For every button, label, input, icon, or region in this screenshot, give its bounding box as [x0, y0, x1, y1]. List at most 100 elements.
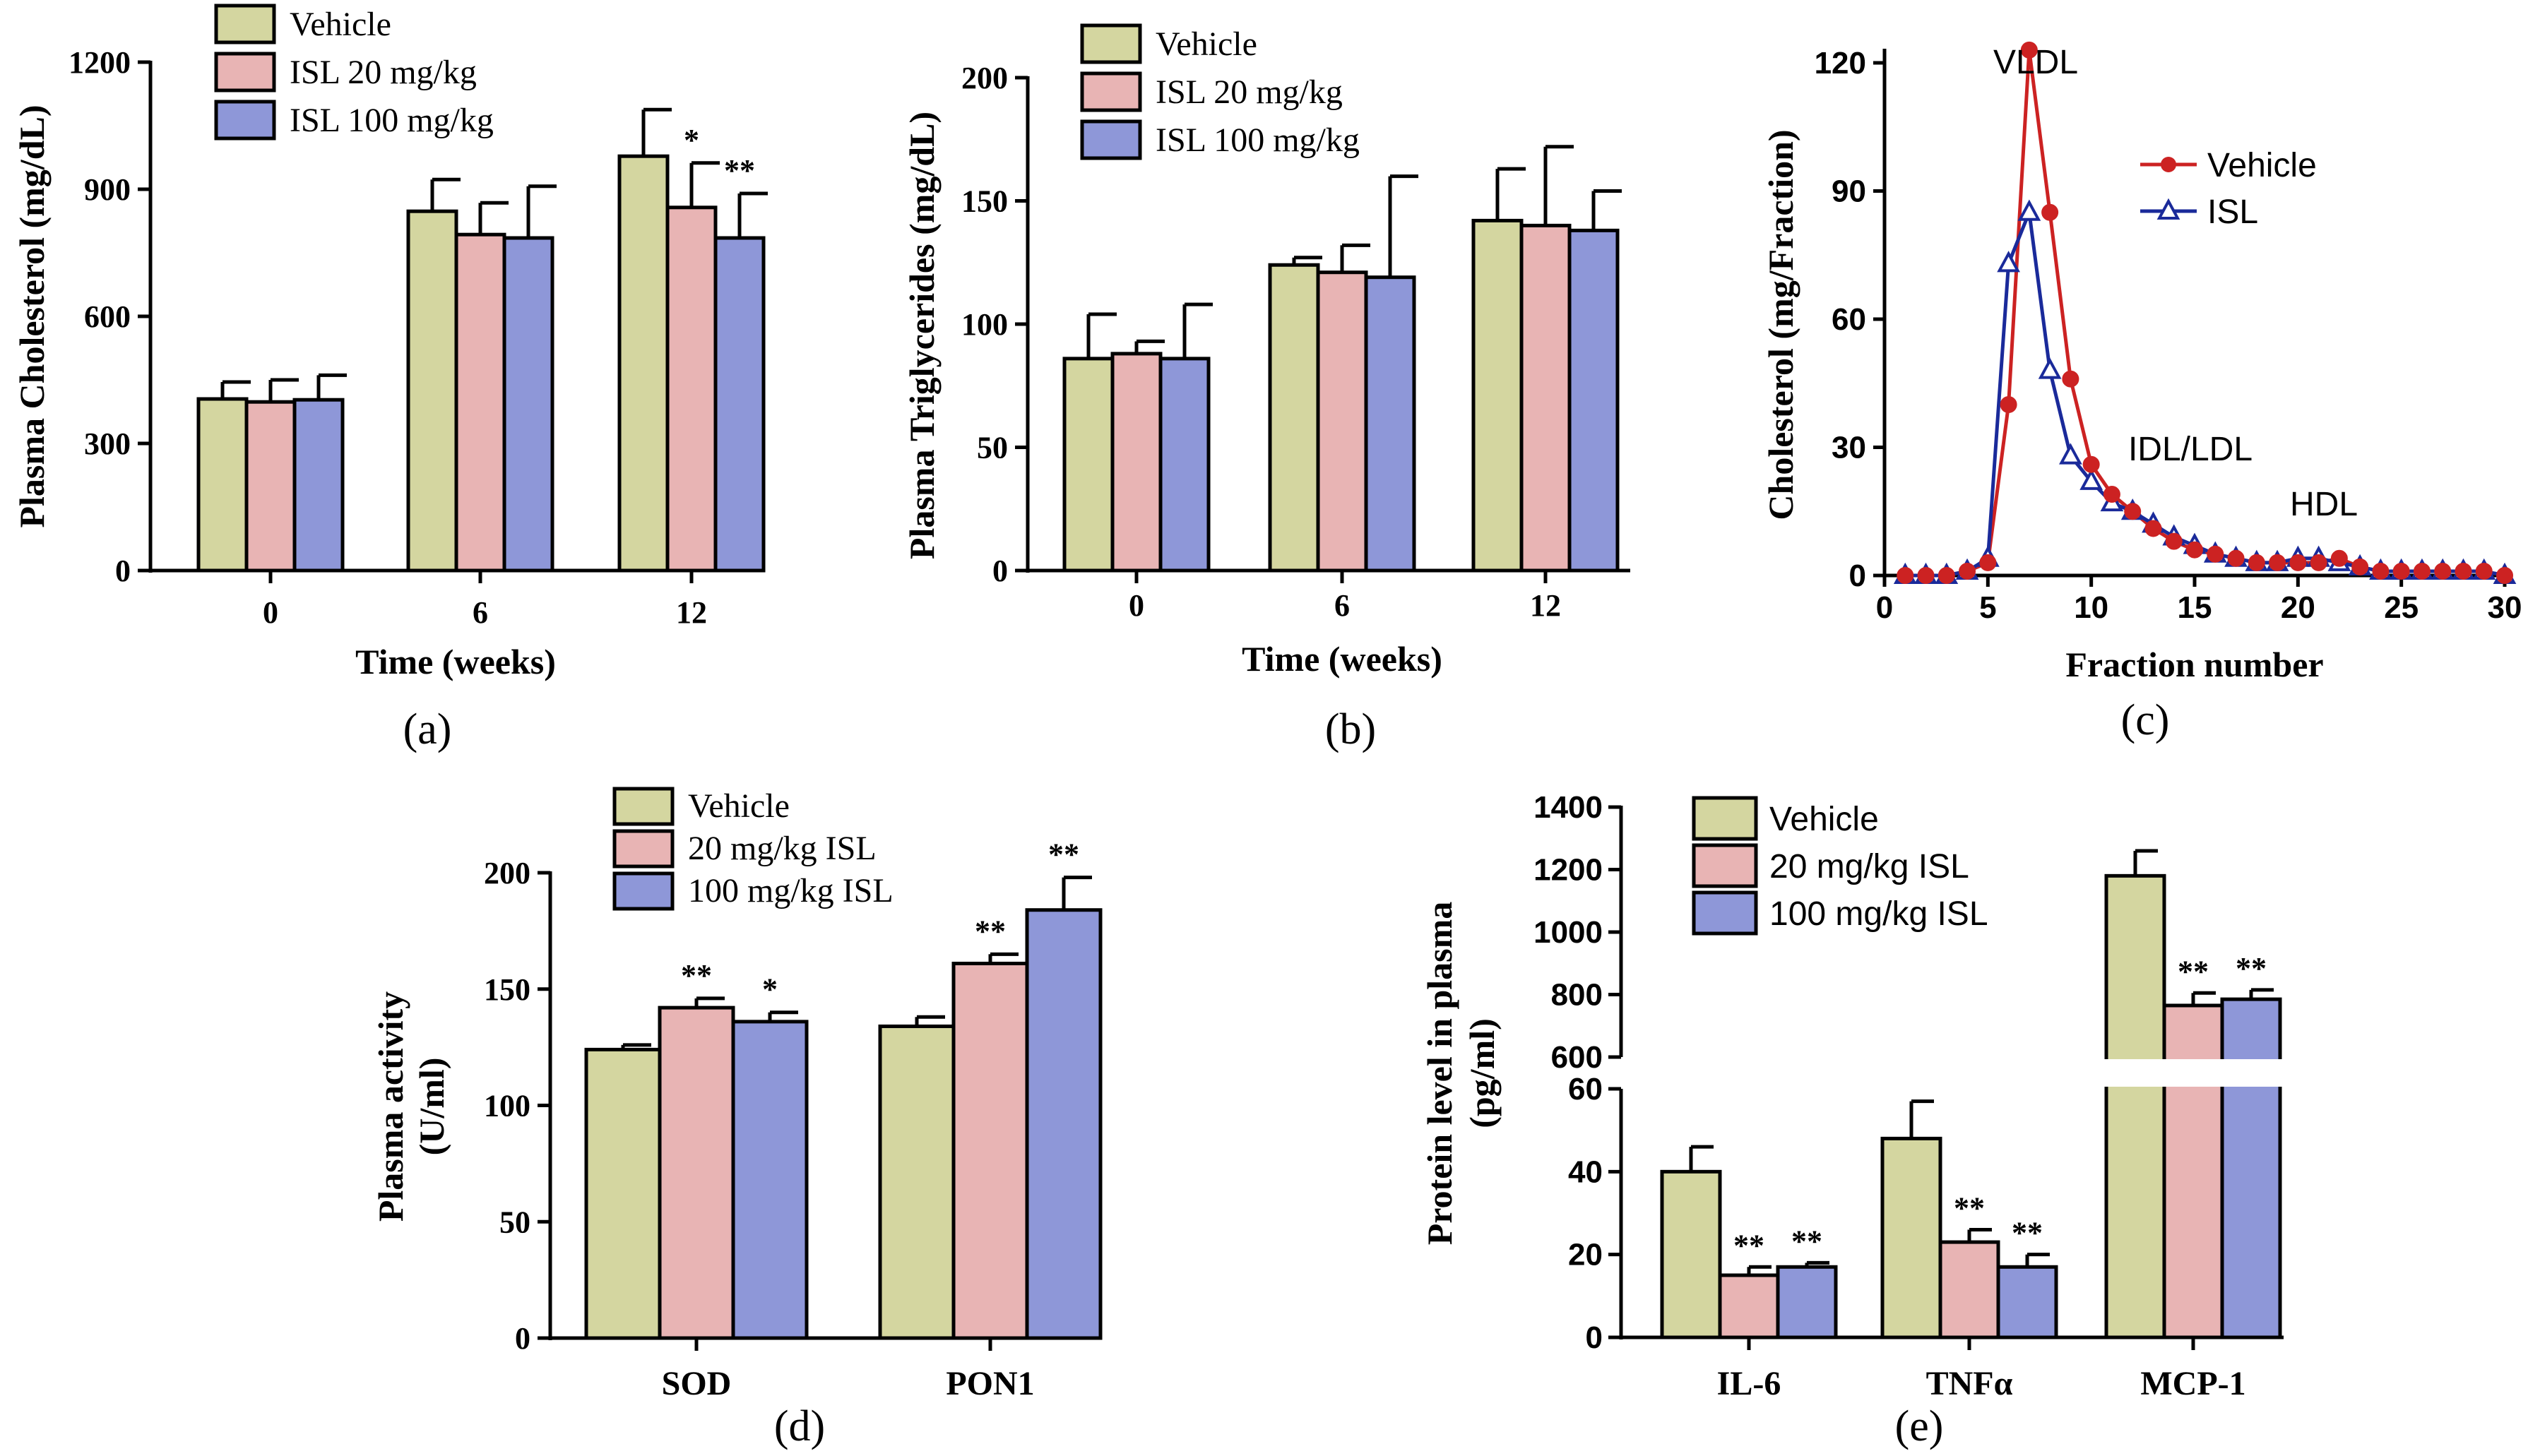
y-tick-label: 900: [84, 172, 131, 207]
data-point-vehicle: [2248, 554, 2265, 571]
y-axis-label: Cholesterol (mg/Fraction): [1761, 129, 1800, 520]
bar-isl-20-mg-kg: [244, 400, 297, 573]
bar-isl-100-mg-kg: [713, 236, 766, 573]
x-tick-label: MCP-1: [2140, 1365, 2245, 1402]
y-tick-label: 1200: [69, 45, 131, 80]
data-point-vehicle: [2020, 41, 2038, 59]
legend-label: 100 mg/kg ISL: [1769, 895, 1988, 933]
legend-label: ISL 100 mg/kg: [290, 102, 494, 139]
x-tick-label: PON1: [946, 1365, 1034, 1402]
y-tick-label: 200: [484, 856, 530, 890]
y-tick-label: 600: [84, 299, 131, 334]
bar-vehicle: [1268, 263, 1320, 573]
x-tick-label: 5: [1979, 590, 1996, 625]
data-point-vehicle: [2330, 549, 2348, 567]
data-point-vehicle: [2475, 562, 2493, 580]
bar-isl-100-mg-kg: [1567, 228, 1620, 573]
x-axis-label: Time (weeks): [1242, 639, 1442, 679]
y-axis-label: (U/ml): [412, 1058, 451, 1156]
y-tick-label: 40: [1568, 1154, 1603, 1189]
bar-vehicle: [584, 1047, 662, 1340]
bar-isl-20-mg-kg: [1519, 223, 1572, 573]
bar-vehicle: [1660, 1169, 1722, 1339]
y-axis-label: Protein level in plasma: [1420, 902, 1459, 1246]
y-tick-label: 0: [115, 554, 131, 588]
y-axis-label: Plasma Triglycerides (mg/dL): [902, 112, 942, 559]
data-point-vehicle: [2207, 545, 2224, 563]
data-point-vehicle: [2041, 203, 2059, 221]
x-tick-label: 25: [2384, 590, 2419, 625]
bar-isl-20-mg-kg: [1110, 352, 1163, 573]
bar-100-mg-kg-isl: [1025, 908, 1103, 1340]
data-point-vehicle: [2227, 549, 2245, 567]
legend-swatch: [1080, 119, 1142, 160]
legend-label: ISL 100 mg/kg: [1156, 121, 1360, 159]
legend-label: ISL: [2207, 193, 2258, 231]
annotation-hdl: HDL: [2290, 486, 2358, 523]
x-tick-label: 20: [2281, 590, 2315, 625]
y-axis-label: Plasma Cholesterol (mg/dL): [12, 105, 52, 527]
y-tick-label: 20: [1568, 1238, 1603, 1272]
x-tick-label: 10: [2074, 590, 2108, 625]
bar-isl-20-mg-kg: [665, 205, 718, 573]
legend-label: Vehicle: [290, 6, 391, 43]
x-axis-label: Fraction number: [2065, 645, 2323, 684]
bar-20-mg-kg-isl: [658, 1006, 735, 1340]
data-point-vehicle: [1897, 567, 1914, 584]
x-tick-label: SOD: [662, 1365, 732, 1402]
y-tick-label: 90: [1832, 174, 1866, 209]
data-point-vehicle: [1917, 567, 1935, 584]
y-tick-label: 50: [977, 431, 1008, 465]
bar-isl-100-mg-kg: [292, 398, 345, 573]
y-tick-label: 30: [1832, 431, 1866, 465]
x-tick-label: 0: [1876, 590, 1893, 625]
y-tick-label: 1000: [1533, 915, 1603, 950]
bar-vehicle: [1471, 218, 1524, 573]
legend-label: Vehicle: [2207, 147, 2317, 184]
data-point-vehicle: [2434, 562, 2452, 580]
legend-swatch: [214, 100, 276, 141]
legend-label: 20 mg/kg ISL: [688, 830, 877, 867]
bar-vehicle: [196, 397, 249, 573]
data-point-isl: [2017, 199, 2041, 221]
data-point-vehicle: [1959, 562, 1976, 580]
data-point-vehicle: [1979, 554, 1997, 571]
legend-label: Vehicle: [1769, 801, 1879, 838]
significance-marker: **: [1791, 1224, 1822, 1258]
significance-marker: **: [2012, 1216, 2043, 1251]
bar-20-mg-kg-isl: [2162, 1003, 2224, 1339]
significance-marker: *: [684, 123, 699, 157]
significance-marker: **: [681, 958, 712, 993]
x-tick-label: TNFα: [1926, 1365, 2013, 1402]
data-point-vehicle: [2413, 562, 2431, 580]
bar-vehicle: [1880, 1136, 1942, 1339]
significance-marker: **: [1954, 1191, 1985, 1225]
significance-marker: **: [975, 914, 1006, 948]
bar-20-mg-kg-isl: [1938, 1240, 2000, 1339]
bar-isl-100-mg-kg: [502, 236, 554, 573]
x-axis-label: Time (weeks): [355, 642, 556, 681]
significance-marker: **: [1048, 837, 1079, 872]
bar-vehicle: [406, 209, 458, 573]
significance-marker: *: [762, 972, 778, 1007]
data-point-vehicle: [2062, 370, 2079, 388]
panel-label: (b): [1325, 705, 1376, 753]
data-point-vehicle: [2351, 558, 2369, 575]
legend-label: 100 mg/kg ISL: [688, 872, 894, 909]
bar-vehicle: [617, 154, 670, 573]
panel-label: (a): [403, 705, 452, 753]
data-point-vehicle: [2289, 554, 2307, 571]
bar-20-mg-kg-isl: [1718, 1273, 1780, 1339]
y-tick-label: 100: [484, 1089, 530, 1123]
series-line-isl: [1905, 205, 2505, 578]
y-tick-label: 60: [1568, 1072, 1603, 1106]
data-point-isl: [2059, 443, 2082, 465]
legend-marker: [2156, 198, 2180, 220]
data-point-isl: [2038, 357, 2062, 379]
legend-marker: [2161, 157, 2176, 172]
y-tick-label: 150: [484, 972, 530, 1007]
panel-label: (c): [2121, 696, 2170, 744]
legend-swatch: [1080, 71, 1142, 112]
significance-marker: **: [2178, 954, 2209, 989]
